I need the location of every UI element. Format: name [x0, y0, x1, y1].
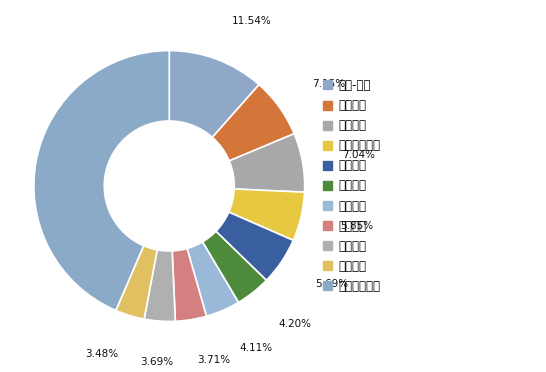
Wedge shape	[229, 134, 305, 192]
Text: 3.48%: 3.48%	[85, 349, 118, 359]
Wedge shape	[116, 246, 157, 319]
Wedge shape	[144, 250, 175, 321]
Text: 3.69%: 3.69%	[140, 357, 173, 366]
Text: 3.71%: 3.71%	[198, 355, 230, 365]
Text: 5.85%: 5.85%	[341, 221, 374, 231]
Wedge shape	[34, 51, 169, 310]
Wedge shape	[172, 248, 206, 321]
Wedge shape	[229, 189, 305, 240]
Wedge shape	[187, 242, 239, 316]
Text: 7.04%: 7.04%	[342, 150, 376, 160]
Text: 11.54%: 11.54%	[232, 16, 271, 26]
Wedge shape	[203, 231, 266, 302]
Legend: 一汽-大众, 长安汽车, 浙江吉利, 东风有限本部, 蜂巢动力, 上通五菱, 东本汽车, 奇瑞汽车, 北京奔驰, 上通武汉, 其他企业合计: 一汽-大众, 长安汽车, 浙江吉利, 东风有限本部, 蜂巢动力, 上通五菱, 东…	[323, 79, 380, 293]
Text: 4.20%: 4.20%	[278, 319, 311, 329]
Text: 4.11%: 4.11%	[239, 343, 272, 353]
Text: 7.15%: 7.15%	[312, 78, 346, 89]
Text: 5.69%: 5.69%	[316, 279, 348, 289]
Wedge shape	[212, 85, 294, 161]
Wedge shape	[169, 51, 259, 137]
Wedge shape	[216, 212, 293, 280]
